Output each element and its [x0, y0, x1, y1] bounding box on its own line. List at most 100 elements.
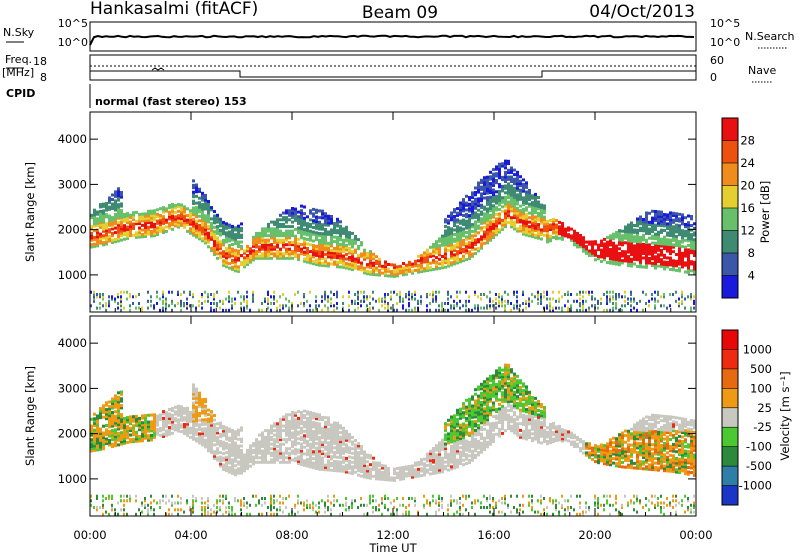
- power-cell: [642, 256, 645, 260]
- power-cell: [153, 227, 156, 231]
- power-cell: [195, 228, 198, 232]
- power-cell: [234, 260, 237, 264]
- velocity-cell: [231, 438, 234, 441]
- power-cell: [108, 302, 110, 305]
- power-cell: [267, 229, 270, 233]
- power-cell: [519, 215, 522, 219]
- power-cell: [444, 224, 447, 228]
- power-cell: [501, 189, 504, 193]
- power-cell: [381, 271, 384, 275]
- power-cell: [561, 226, 564, 230]
- velocity-cell: [90, 433, 93, 437]
- velocity-cell: [198, 412, 201, 415]
- power-cell: [489, 213, 492, 217]
- velocity-cell: [108, 425, 111, 429]
- power-cell: [486, 178, 489, 181]
- power-cell: [399, 293, 401, 296]
- power-cell: [501, 196, 504, 200]
- velocity-cell: [105, 424, 108, 427]
- velocity-cell: [213, 454, 216, 458]
- power-cell: [504, 200, 507, 204]
- power-cell: [678, 212, 681, 216]
- power-cell: [102, 304, 104, 308]
- velocity-cell: [111, 413, 114, 417]
- power-cell: [495, 206, 498, 210]
- power-cell: [429, 268, 432, 272]
- power-cell: [420, 263, 423, 267]
- power-cell: [504, 216, 507, 220]
- power-cell: [453, 217, 456, 221]
- velocity-cell: [120, 499, 122, 503]
- power-cell: [456, 238, 459, 242]
- velocity-cell: [318, 458, 321, 462]
- power-cell: [417, 263, 420, 267]
- power-cell: [120, 220, 123, 224]
- power-cell: [426, 295, 428, 299]
- power-cell: [240, 302, 242, 305]
- velocity-cell: [240, 508, 242, 512]
- velocity-cell: [96, 439, 99, 443]
- power-cell: [618, 258, 621, 262]
- velocity-cell: [336, 469, 339, 473]
- power-cell: [450, 249, 453, 253]
- power-cell: [222, 232, 225, 236]
- power-cell: [480, 293, 482, 296]
- power-cell: [327, 306, 329, 310]
- velocity-cell: [324, 510, 326, 514]
- velocity-cell: [339, 462, 342, 466]
- power-cell: [93, 220, 96, 224]
- power-cell: [213, 241, 216, 245]
- power-cell: [138, 235, 141, 239]
- power-cell: [642, 308, 644, 312]
- velocity-cell: [246, 464, 249, 468]
- power-cell: [471, 200, 474, 204]
- power-cell: [531, 226, 534, 229]
- velocity-cell: [111, 411, 114, 414]
- power-cell: [354, 302, 356, 305]
- power-cell: [627, 257, 630, 261]
- power-cell: [204, 193, 207, 197]
- power-cell: [648, 243, 651, 247]
- velocity-cell: [300, 460, 303, 464]
- power-cell: [474, 229, 477, 233]
- power-cell: [435, 251, 438, 255]
- power-cell: [234, 302, 236, 305]
- power-cell: [294, 209, 297, 213]
- velocity-cell: [120, 392, 123, 396]
- velocity-cell: [309, 413, 312, 417]
- power-cell: [234, 228, 237, 232]
- power-cell: [330, 297, 332, 301]
- power-cell: [315, 224, 318, 228]
- power-cell: [381, 264, 384, 268]
- power-cell: [528, 216, 531, 220]
- power-cell: [249, 251, 252, 255]
- power-cell: [525, 224, 528, 228]
- power-cell: [318, 252, 321, 256]
- power-cell: [222, 254, 225, 258]
- power-cell: [426, 304, 428, 308]
- power-cell: [579, 236, 582, 240]
- power-cell: [336, 220, 339, 223]
- power-cell: [225, 235, 228, 239]
- power-cell: [495, 306, 497, 310]
- power-cell: [516, 306, 518, 310]
- power-cell: [153, 231, 156, 235]
- power-cell: [432, 254, 435, 258]
- power-cell: [672, 214, 675, 217]
- power-cell: [300, 229, 303, 233]
- power-cell: [99, 205, 102, 209]
- power-cell: [243, 258, 246, 262]
- power-cell: [123, 212, 126, 216]
- power-cell: [444, 240, 447, 244]
- power-cell: [336, 295, 338, 299]
- power-cell: [330, 302, 332, 305]
- power-cell: [165, 207, 168, 211]
- power-cell: [333, 262, 336, 266]
- power-cell: [693, 269, 696, 273]
- power-cell: [531, 228, 534, 232]
- power-cell: [330, 262, 333, 266]
- power-cell: [189, 229, 192, 233]
- power-cell: [327, 232, 330, 236]
- velocity-cell: [234, 434, 237, 438]
- velocity-cell: [150, 429, 153, 433]
